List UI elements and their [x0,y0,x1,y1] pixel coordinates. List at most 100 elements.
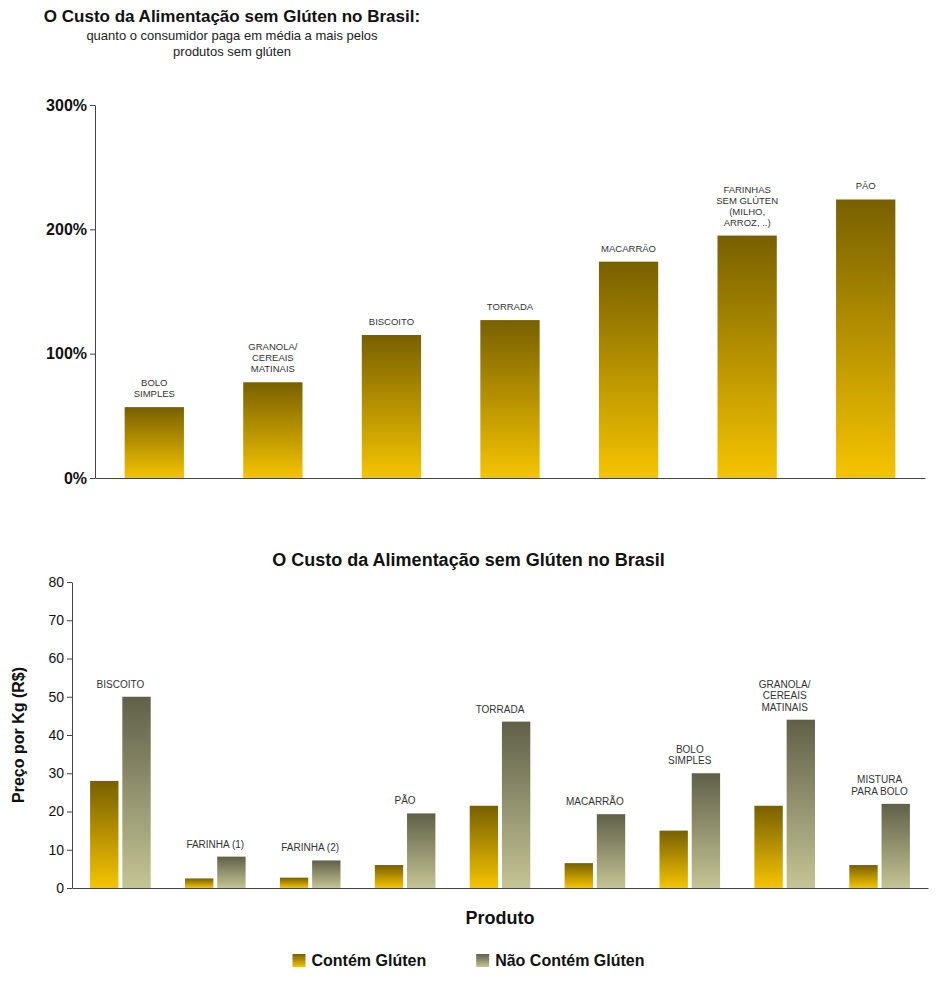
text-line: PÃO [856,180,876,191]
category-label: PÃO [395,794,416,806]
y-tick: 40 [48,727,72,743]
y-tick-mark [67,888,72,889]
text-line: MATINAIS [761,702,808,713]
text-line: FARINHA (1) [186,839,244,850]
bar [787,720,815,888]
bar [660,831,688,888]
bar [122,697,150,888]
y-axis: 0%100%200%300% [46,97,95,487]
bar [692,773,720,888]
x-axis-title: Produto [466,908,535,928]
y-tick: 70 [48,612,72,628]
text-line: MACARRÃO [566,795,624,807]
text-line: ARROZ, ..) [724,217,771,228]
category-label: BISCOITO [97,679,145,690]
y-tick: 20 [48,803,72,819]
y-tick-label: 30 [48,765,64,781]
category-label: PÃO [856,180,876,191]
category-label: FARINHA (1) [186,839,244,850]
category-labels: BOLOSIMPLESGRANOLA/CEREAISMATINAISBISCOI… [134,180,876,399]
y-tick-mark [67,735,72,736]
y-tick: 300% [46,97,95,114]
text-line: MATINAIS [251,363,295,374]
text-line: SIMPLES [668,755,712,766]
y-tick-mark [67,850,72,851]
category-label: TORRADA [487,301,534,312]
series [122,697,910,888]
text-line: FARINHA (2) [281,842,339,853]
category-label: GRANOLA/CEREAISMATINAIS [248,341,297,374]
legend-label: Contém Glúten [311,952,426,969]
page: O Custo da Alimentação sem Glúten no Bra… [0,0,937,987]
bar [754,806,782,888]
y-tick-mark [67,620,72,621]
bar [849,865,877,888]
y-tick-mark [90,354,95,355]
y-tick: 100% [46,345,95,362]
y-tick-mark [90,105,95,106]
series [90,781,878,888]
y-tick: 0 [56,880,72,896]
category-label: MACARRÃO [566,795,624,807]
category-label: BOLOSIMPLES [668,744,712,767]
category-label: MISTURAPARA BOLO [851,774,908,797]
x-axis-line [96,478,926,479]
bars [125,199,896,478]
bar [312,860,340,888]
y-tick-label: 50 [48,689,64,705]
x-axis-line [73,888,929,889]
y-tick-label: 70 [48,612,64,628]
text-line: quanto o consumidor paga em média a mais… [86,28,378,43]
y-tick: 30 [48,765,72,781]
y-axis-line [72,583,73,889]
text-line: CEREAIS [763,690,807,701]
y-tick-mark [67,582,72,583]
chart-2: O Custo da Alimentação sem Glúten no Bra… [10,550,929,969]
text-line: SIMPLES [134,388,175,399]
y-axis-title: Preço por Kg (R$) [10,667,27,803]
category-labels: BISCOITO FARINHA (1) FARINHA (2) PÃO TORRADA… [97,679,908,854]
legend-label: Não Contém Glúten [495,952,644,969]
text-line: (MILHO, [729,206,765,217]
category-label: BOLOSIMPLES [134,377,175,399]
y-tick: 80 [48,574,72,590]
bar [502,722,530,888]
y-tick-label: 200% [46,221,87,238]
y-tick: 50 [48,689,72,705]
text-line: PARA BOLO [851,786,908,797]
y-tick-label: 10 [48,842,64,858]
legend: Contém Glúten Não Contém Glúten [292,952,644,969]
bar [718,236,777,478]
y-axis-line [95,106,96,479]
bar [125,407,184,478]
chart-subtitle: quanto o consumidor paga em média a mais… [86,28,378,59]
text-line: CEREAIS [252,352,294,363]
bar [597,814,625,888]
y-tick-label: 60 [48,650,64,666]
y-tick-mark [67,812,72,813]
y-tick: 200% [46,221,95,238]
category-label: TORRADA [476,704,525,715]
bar [375,865,403,888]
y-tick-mark [90,229,95,230]
x-axis [73,888,929,889]
bar [882,804,910,888]
text-line: BOLO [141,377,167,388]
text-line: produtos sem glúten [173,44,291,59]
category-label: GRANOLA/CEREAISMATINAIS [759,679,811,713]
text-line: GRANOLA/ [759,679,811,690]
y-tick: 60 [48,650,72,666]
bar [565,863,593,888]
y-tick-mark [67,697,72,698]
bar [599,262,658,478]
text-line: MISTURA [857,774,902,785]
bar [280,878,308,888]
bar [243,382,302,478]
y-tick-label: 300% [46,97,87,114]
y-tick-mark [90,478,95,479]
text-line: SEM GLÚTEN [716,195,778,206]
text-line: FARINHAS [723,184,771,195]
y-tick: 10 [48,842,72,858]
text-line: GRANOLA/ [248,341,297,352]
legend-swatch [476,954,489,967]
